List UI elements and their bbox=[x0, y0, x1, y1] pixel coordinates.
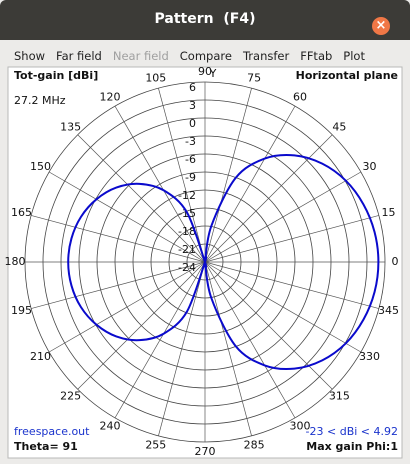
angle-tick-label: 270 bbox=[195, 445, 216, 458]
r-tick-label: -9 bbox=[185, 171, 196, 184]
angle-tick-label: 300 bbox=[290, 420, 311, 433]
angle-tick-label: 150 bbox=[30, 160, 51, 173]
chart-title: Tot-gain [dBi] bbox=[14, 69, 98, 82]
r-tick-label: -18 bbox=[178, 225, 196, 238]
angle-tick-label: 345 bbox=[378, 304, 399, 317]
theta: Theta= 91 bbox=[14, 440, 78, 453]
grid-spoke bbox=[204, 134, 333, 263]
angle-tick-label: 30 bbox=[363, 160, 377, 173]
grid-spoke bbox=[204, 88, 252, 263]
grid-spoke bbox=[48, 261, 206, 353]
grid-spoke bbox=[204, 261, 252, 436]
grid-spoke bbox=[77, 261, 206, 390]
r-tick-label: 3 bbox=[189, 99, 196, 112]
menu-item[interactable]: FFtab bbox=[300, 49, 333, 63]
grid-spoke bbox=[158, 88, 206, 263]
window-title: Pattern (F4) bbox=[154, 11, 256, 27]
angle-tick-label: 315 bbox=[329, 389, 350, 402]
grid-spoke bbox=[31, 215, 206, 263]
y-axis-label: Y bbox=[209, 67, 217, 80]
angle-tick-label: 180 bbox=[5, 255, 26, 268]
grid-spoke bbox=[77, 134, 206, 263]
angle-tick-label: 135 bbox=[60, 121, 81, 134]
r-tick-label: 6 bbox=[189, 81, 196, 94]
angle-tick-label: 15 bbox=[382, 206, 396, 219]
r-tick-label: -3 bbox=[185, 135, 196, 148]
grid-spoke bbox=[204, 261, 333, 390]
r-tick-label: 0 bbox=[189, 117, 196, 130]
menu-item: Near field bbox=[112, 49, 169, 63]
angle-tick-label: 255 bbox=[145, 439, 166, 452]
menu-item[interactable]: Far field bbox=[56, 49, 102, 63]
angle-tick-label: 0 bbox=[392, 255, 399, 268]
angle-tick-label: 240 bbox=[100, 420, 121, 433]
grid-spoke bbox=[204, 171, 362, 263]
range-note: -23 < dBi < 4.92 bbox=[306, 425, 398, 438]
menu-item[interactable]: Show bbox=[14, 49, 46, 63]
frequency: 27.2 MHz bbox=[14, 94, 66, 107]
grid-spoke bbox=[204, 261, 379, 309]
grid-spoke bbox=[204, 215, 379, 263]
angle-tick-label: 225 bbox=[60, 389, 81, 402]
angle-tick-label: 165 bbox=[11, 206, 32, 219]
angle-tick-label: 285 bbox=[244, 439, 265, 452]
menu-item[interactable]: Compare bbox=[179, 49, 232, 63]
grid-spoke bbox=[114, 261, 206, 419]
angle-tick-label: 60 bbox=[293, 90, 307, 103]
grid-spoke bbox=[48, 171, 206, 263]
file-name: freespace.out bbox=[14, 425, 90, 438]
angle-tick-label: 75 bbox=[247, 71, 261, 84]
grid-spoke bbox=[31, 261, 206, 309]
angle-tick-label: 45 bbox=[332, 121, 346, 134]
max-gain: Max gain Phi:1 bbox=[306, 440, 398, 453]
r-tick-label: -21 bbox=[178, 243, 196, 256]
angle-tick-label: 210 bbox=[30, 350, 51, 363]
close-button[interactable]: × bbox=[372, 17, 390, 35]
angle-tick-label: 195 bbox=[11, 304, 32, 317]
angle-tick-label: 105 bbox=[145, 71, 166, 84]
chart-subtitle: Horizontal plane bbox=[296, 69, 398, 82]
menu-item[interactable]: Transfer bbox=[242, 49, 290, 63]
grid-spoke bbox=[114, 105, 206, 263]
menu-item[interactable]: Plot bbox=[343, 49, 365, 63]
grid-spoke bbox=[204, 105, 296, 263]
pattern-line bbox=[67, 153, 380, 371]
angle-tick-label: 120 bbox=[100, 90, 121, 103]
title-bar: Pattern (F4) × bbox=[0, 0, 410, 40]
grid-spoke bbox=[158, 261, 206, 436]
grid-spoke bbox=[204, 261, 296, 419]
r-tick-label: -6 bbox=[185, 153, 196, 166]
r-tick-label: -24 bbox=[178, 261, 196, 274]
grid-spoke bbox=[204, 261, 362, 353]
menu-bar: Show Far field Near field Compare Transfer FF… bbox=[8, 46, 402, 66]
angle-tick-label: 90 bbox=[198, 65, 212, 78]
r-tick-label: -12 bbox=[178, 189, 196, 202]
angle-tick-label: 330 bbox=[359, 350, 380, 363]
